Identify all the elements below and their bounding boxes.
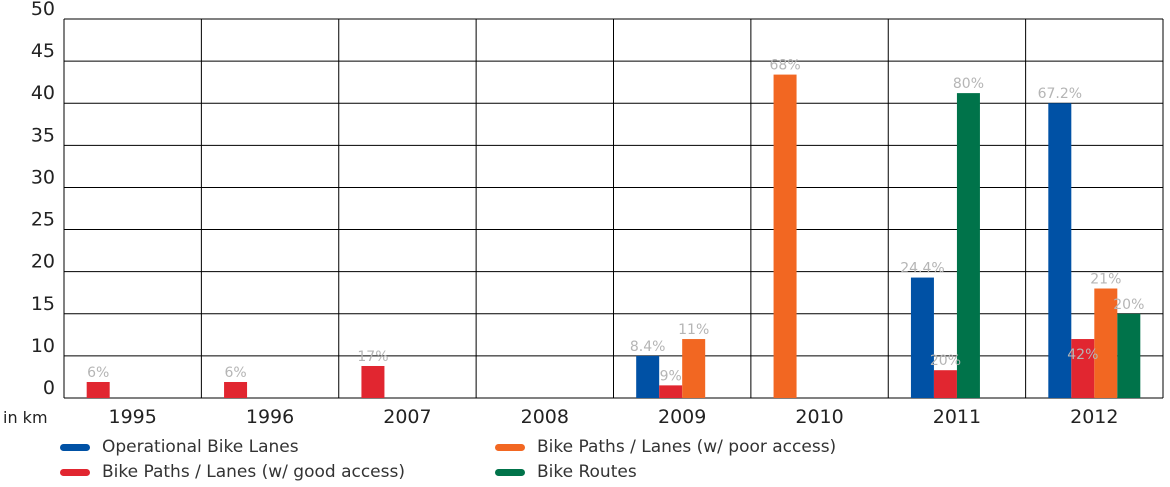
legend: Operational Bike Lanes Bike Paths / Lanes… bbox=[60, 435, 960, 485]
y-tick-label: 10 bbox=[31, 335, 55, 357]
y-tick-label: 20 bbox=[31, 251, 55, 273]
x-tick-label: 2008 bbox=[521, 406, 569, 428]
data-label: 21% bbox=[1090, 272, 1121, 288]
x-tick-label: 2007 bbox=[383, 406, 431, 428]
bar bbox=[1048, 103, 1072, 398]
data-label: 6% bbox=[87, 365, 109, 381]
data-label: 67.2% bbox=[1038, 86, 1082, 102]
x-tick-label: 2011 bbox=[933, 406, 981, 428]
data-label: 42% bbox=[1067, 347, 1098, 363]
y-unit-label: in km bbox=[3, 408, 48, 427]
legend-swatch bbox=[60, 443, 90, 451]
y-tick-label: 0 bbox=[43, 377, 55, 399]
bar bbox=[1094, 288, 1118, 398]
grid-lines bbox=[63, 18, 1164, 399]
y-tick-label: 45 bbox=[31, 40, 55, 62]
y-tick-label: 40 bbox=[31, 82, 55, 104]
data-label: 17% bbox=[357, 349, 388, 365]
bar bbox=[636, 355, 660, 398]
bar bbox=[933, 370, 957, 398]
bar bbox=[1117, 313, 1141, 398]
x-tick-label: 2012 bbox=[1070, 406, 1118, 428]
x-tick-label: 1996 bbox=[246, 406, 294, 428]
data-label: 11% bbox=[678, 322, 709, 338]
data-label: 20% bbox=[1113, 297, 1144, 313]
y-tick-label: 15 bbox=[31, 293, 55, 315]
bar bbox=[1071, 339, 1095, 398]
legend-swatch bbox=[495, 468, 525, 476]
data-label: 24.4% bbox=[900, 261, 944, 277]
bar bbox=[361, 365, 385, 398]
x-tick-label: 1995 bbox=[109, 406, 157, 428]
bar bbox=[956, 93, 980, 399]
legend-label: Operational Bike Lanes bbox=[102, 437, 299, 457]
bar bbox=[659, 385, 683, 398]
legend-swatch bbox=[60, 468, 90, 476]
data-label: 68% bbox=[770, 58, 801, 74]
legend-label: Bike Routes bbox=[537, 462, 637, 482]
y-tick-label: 35 bbox=[31, 124, 55, 146]
data-labels: 6% 6% 17% 8.4% 9% 11% 68% 24.4% 20% 80% 67.2% 42% 21… bbox=[87, 58, 1144, 385]
data-label: 8.4% bbox=[630, 339, 666, 355]
y-tick-label: 25 bbox=[31, 209, 55, 231]
y-axis-ticks: 0 10 15 20 25 30 35 40 45 50 bbox=[31, 0, 55, 399]
data-label: 9% bbox=[660, 368, 682, 384]
bar bbox=[910, 277, 934, 398]
bar bbox=[86, 381, 110, 398]
legend-label: Bike Paths / Lanes (w/ good access) bbox=[102, 462, 405, 482]
legend-item: Bike Paths / Lanes (w/ good access) bbox=[60, 460, 405, 484]
bar bbox=[682, 339, 706, 398]
y-tick-label: 30 bbox=[31, 166, 55, 188]
data-label: 6% bbox=[224, 365, 246, 381]
data-label: 20% bbox=[930, 353, 961, 369]
bar bbox=[773, 74, 797, 398]
bars bbox=[86, 74, 1141, 399]
data-label: 80% bbox=[953, 76, 984, 92]
y-tick-label: 50 bbox=[31, 0, 55, 20]
legend-swatch bbox=[495, 443, 525, 451]
legend-item: Bike Paths / Lanes (w/ poor access) bbox=[495, 435, 836, 459]
bar bbox=[224, 381, 248, 398]
legend-item: Bike Routes bbox=[495, 460, 637, 484]
x-tick-label: 2010 bbox=[795, 406, 843, 428]
legend-item: Operational Bike Lanes bbox=[60, 435, 299, 459]
bar-chart: 0 10 15 20 25 30 35 40 45 50 1995 1996 2007 2008 2009… bbox=[3, 0, 1164, 428]
x-tick-label: 2009 bbox=[658, 406, 706, 428]
legend-label: Bike Paths / Lanes (w/ poor access) bbox=[537, 437, 837, 457]
x-axis-ticks: 1995 1996 2007 2008 2009 2010 2011 2012 bbox=[109, 406, 1119, 428]
